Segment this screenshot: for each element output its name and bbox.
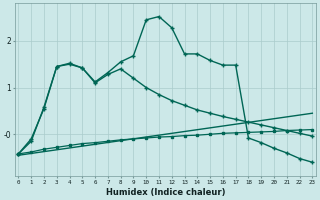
X-axis label: Humidex (Indice chaleur): Humidex (Indice chaleur) bbox=[106, 188, 225, 197]
